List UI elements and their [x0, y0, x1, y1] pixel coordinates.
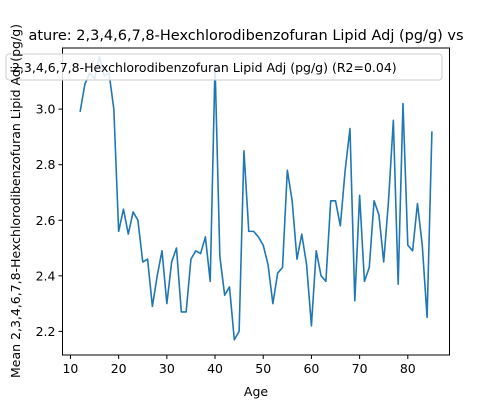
chart-title: ature: 2,3,4,6,7,8-Hexchlorodibenzofuran…: [28, 28, 463, 44]
x-tick-label: 60: [303, 361, 319, 376]
legend-box: [5, 53, 443, 81]
x-tick-label: 40: [207, 361, 223, 376]
y-tick-label: 2.6: [36, 213, 56, 228]
plot-area: [62, 47, 450, 356]
series-line: [79, 55, 433, 341]
x-tick-label: 20: [111, 361, 127, 376]
legend-label: 2,3,4,6,7,8-Hexchlorodibenzofuran Lipid …: [12, 60, 397, 75]
y-tick-label: 2.8: [36, 157, 56, 172]
x-tick-label: 50: [255, 361, 271, 376]
x-tick-label: 30: [159, 361, 175, 376]
x-axis-label: Age: [244, 384, 268, 399]
y-tick-label: 2.2: [36, 324, 56, 339]
y-tick-label: 2.4: [36, 268, 56, 283]
x-tick-label: 10: [62, 361, 78, 376]
legend: 2,3,4,6,7,8-Hexchlorodibenzofuran Lipid …: [5, 53, 443, 81]
y-tick-label: 3.0: [36, 102, 56, 117]
x-tick-label: 70: [352, 361, 368, 376]
x-axis: 10 20 30 40 50 60 70 80: [62, 355, 416, 376]
y-axis: 2.2 2.4 2.6 2.8 3.0: [36, 102, 63, 339]
y-axis-label: Mean 2,3,4,6,7,8-Hexchlorodibenzofuran L…: [8, 24, 23, 378]
x-tick-label: 80: [400, 361, 416, 376]
